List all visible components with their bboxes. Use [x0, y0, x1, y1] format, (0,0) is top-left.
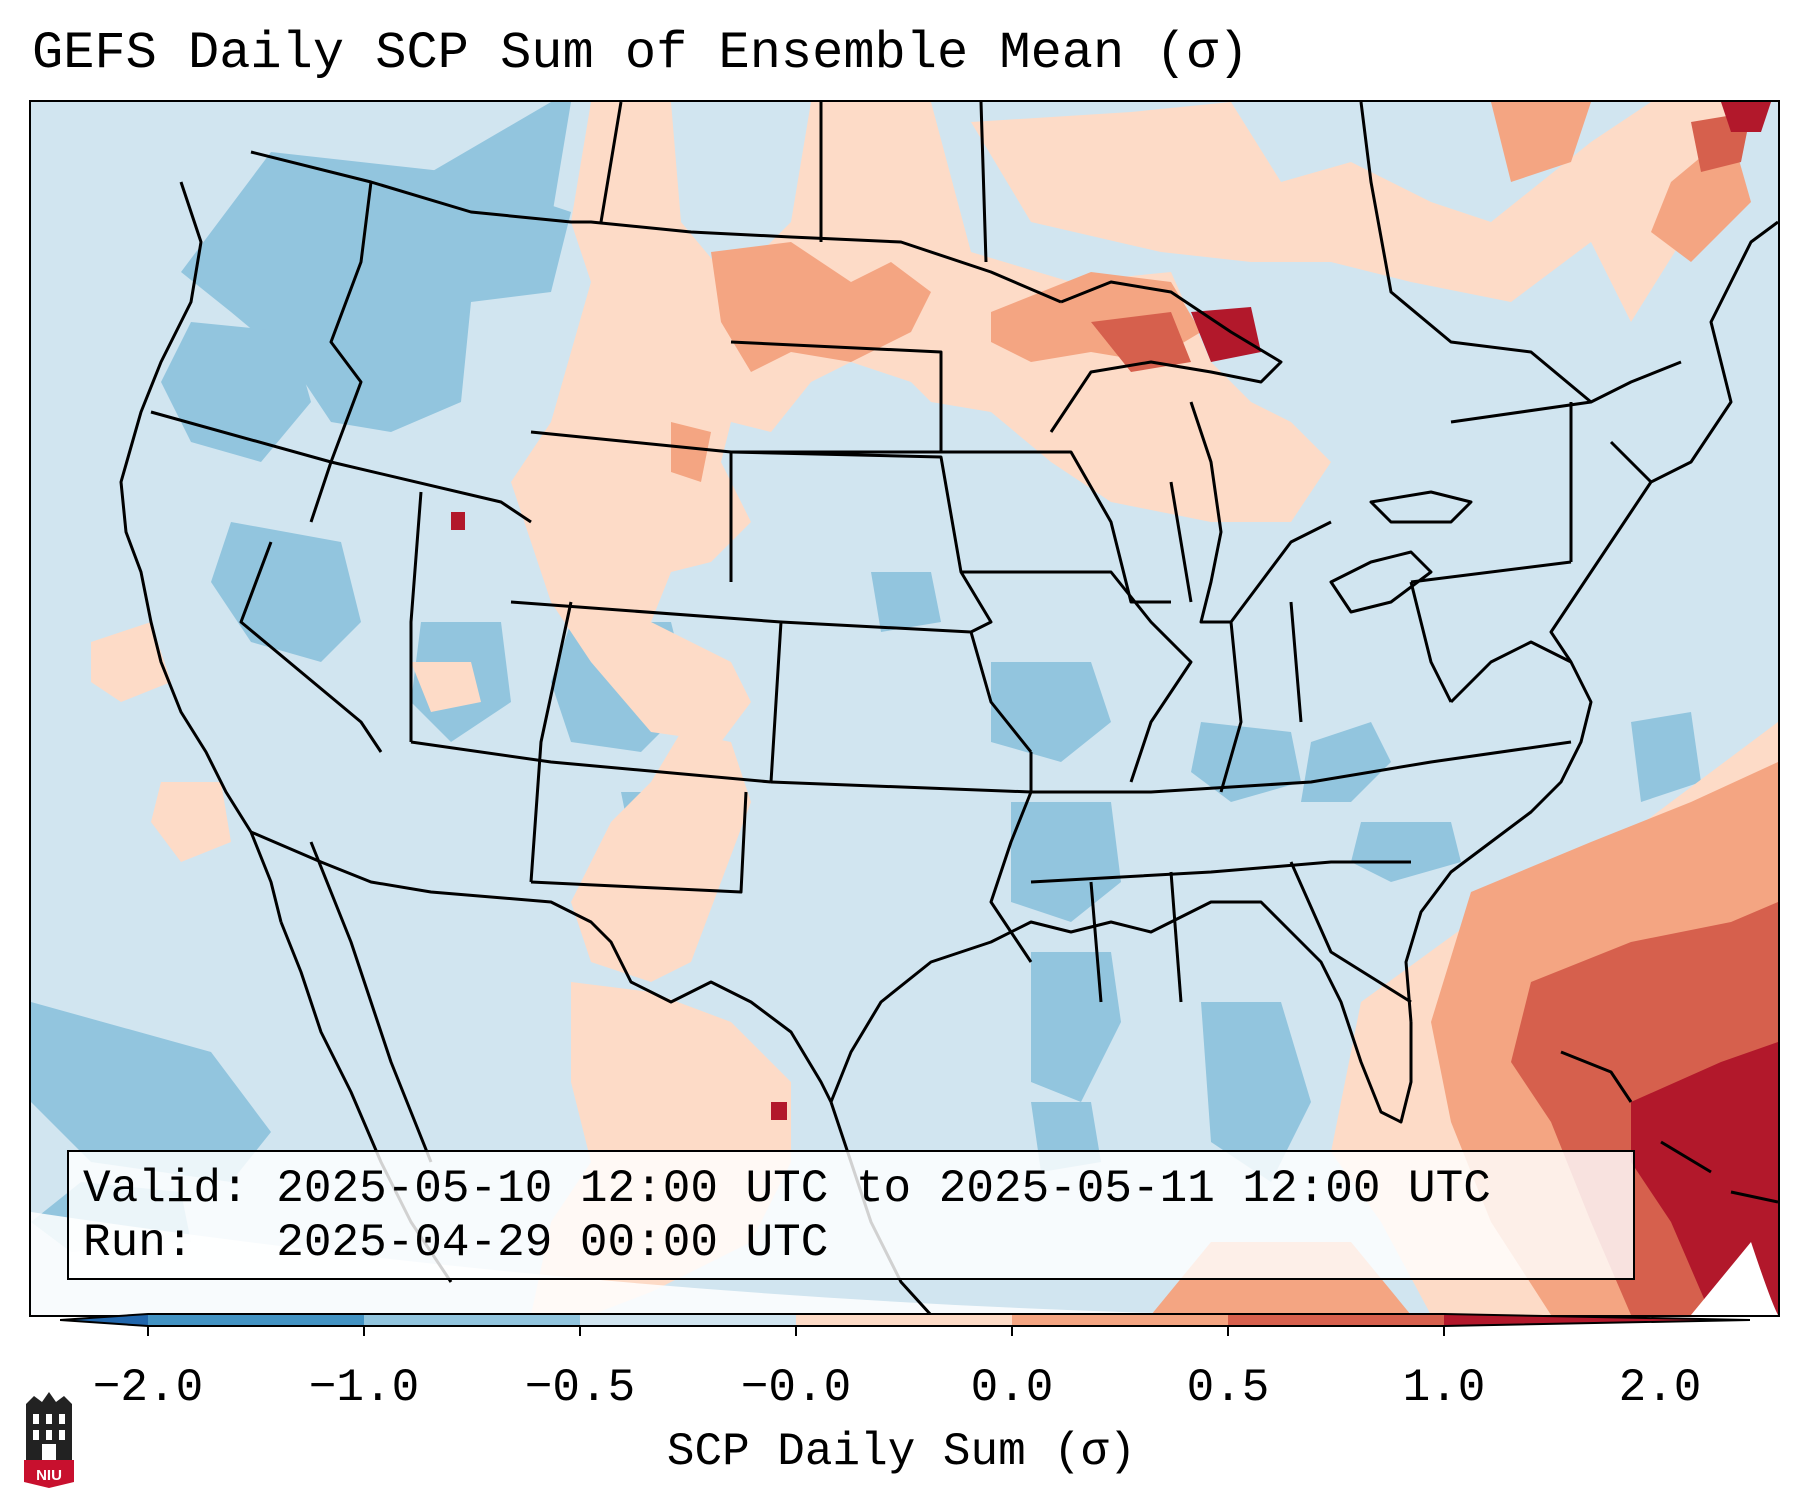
run-label: Run:: [83, 1217, 194, 1269]
colorbar-ticks: [147, 1326, 1445, 1336]
valid-time-row: Valid: 2025-05-10 12:00 UTC to 2025-05-1…: [83, 1162, 1619, 1216]
colorbar-segment: [1228, 1314, 1444, 1326]
colorbar-tick-label: 0.0: [970, 1362, 1054, 1414]
map-title: GEFS Daily SCP Sum of Ensemble Mean (σ): [32, 24, 1249, 83]
colorbar-segment: [796, 1314, 1012, 1326]
colorbar-label: SCP Daily Sum (σ): [666, 1426, 1137, 1478]
extreme-anomaly-regions: [451, 102, 1778, 1315]
colorbar-segment: [1012, 1314, 1228, 1326]
coastlines-and-borders: [119, 102, 1778, 1315]
colorbar-segment: [148, 1314, 364, 1326]
colorbar-tick-label: 0.5: [1186, 1362, 1270, 1414]
colorbar-tick-label: 2.0: [1618, 1362, 1702, 1414]
colorbar-segment: [364, 1314, 580, 1326]
logo-text: NIU: [36, 1467, 62, 1484]
colorbar-tick-label: −2.0: [92, 1362, 204, 1414]
run-value: 2025-04-29 00:00 UTC: [276, 1217, 829, 1269]
colorbar-tick-label: 1.0: [1402, 1362, 1486, 1414]
colorbar-tick-label: −0.5: [524, 1362, 636, 1414]
map-panel: [29, 100, 1780, 1317]
university-logo-icon: NIU: [24, 1392, 74, 1488]
valid-value: 2025-05-10 12:00 UTC to 2025-05-11 12:00…: [276, 1163, 1491, 1215]
colorbar-under-arrow: [60, 1314, 148, 1326]
colorbar-segment: [580, 1314, 796, 1326]
valid-label: Valid:: [83, 1163, 249, 1215]
colorbar-over-arrow: [1444, 1314, 1750, 1326]
valid-time-info-box: Valid: 2025-05-10 12:00 UTC to 2025-05-1…: [67, 1150, 1635, 1280]
colorbar: [60, 1313, 1750, 1336]
run-time-row: Run: 2025-04-29 00:00 UTC: [83, 1216, 1619, 1270]
colorbar-tick-label: −1.0: [308, 1362, 420, 1414]
scp-anomaly-map: [31, 102, 1778, 1315]
colorbar-tick-label: −0.0: [740, 1362, 852, 1414]
